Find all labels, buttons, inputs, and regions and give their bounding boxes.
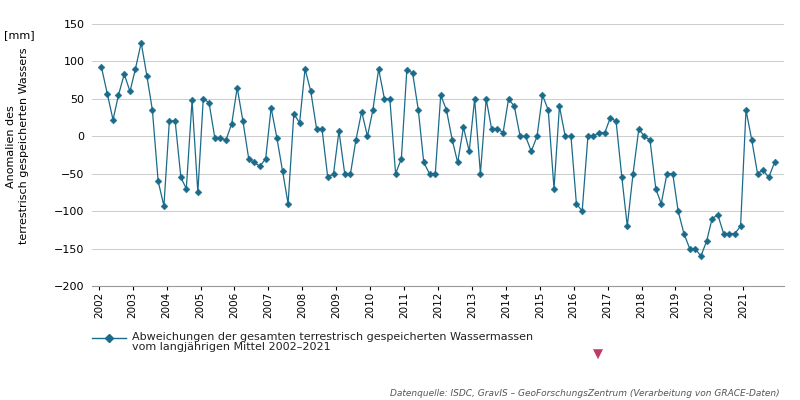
Text: [mm]: [mm] [4,30,34,40]
Text: Anomalien des
terrestrisch gespeicherten Wassers: Anomalien des terrestrisch gespeicherten… [6,48,30,244]
Text: vom langjährigen Mittel 2002–2021: vom langjährigen Mittel 2002–2021 [132,342,330,352]
Text: Datenquelle: ISDC, GravIS – GeoForschungsZentrum (Verarbeitung von GRACE-Daten): Datenquelle: ISDC, GravIS – GeoForschung… [390,389,780,398]
Text: Abweichungen der gesamten terrestrisch gespeicherten Wassermassen: Abweichungen der gesamten terrestrisch g… [132,332,533,342]
